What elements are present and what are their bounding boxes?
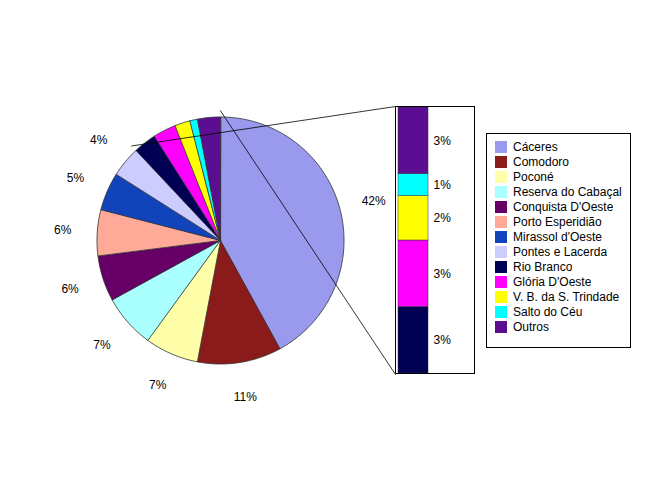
html-text:Rio Branco: Rio Branco (513, 259, 573, 274)
svg-text:6%: 6% (54, 223, 72, 237)
html-text:Cáceres: Cáceres (513, 139, 558, 154)
svg-text:3%: 3% (434, 267, 452, 281)
svg-text:11%: 11% (234, 390, 257, 404)
svg-text:7%: 7% (149, 378, 167, 392)
html-text:Pontes e Lacerda: Pontes e Lacerda (513, 244, 608, 259)
svg-text:3%: 3% (434, 134, 452, 148)
html-text:Reserva do Cabaçal: Reserva do Cabaçal (513, 184, 622, 199)
html-text:Porto Esperidião: Porto Esperidião (513, 214, 602, 229)
svg-text:42%: 42% (362, 194, 386, 208)
html-text:Conquista D'Oeste: Conquista D'Oeste (513, 199, 614, 214)
html-text:Mirassol d'Oeste: Mirassol d'Oeste (513, 229, 602, 244)
html-text:V. B. da S. Trindade: V. B. da S. Trindade (513, 289, 620, 304)
svg-text:5%: 5% (67, 171, 85, 185)
svg-text:2%: 2% (434, 211, 452, 225)
html-text:Outros: Outros (513, 319, 549, 334)
svg-text:6%: 6% (61, 282, 79, 296)
html-text:Salto do Céu: Salto do Céu (513, 304, 583, 319)
html-text:Glória D'Oeste: Glória D'Oeste (513, 274, 592, 289)
svg-text:1%: 1% (434, 178, 452, 192)
svg-text:3%: 3% (434, 333, 452, 347)
svg-text:7%: 7% (93, 338, 111, 352)
html-text:Poconé: Poconé (513, 169, 554, 184)
html-text:Comodoro: Comodoro (513, 154, 569, 169)
svg-text:4%: 4% (90, 133, 108, 147)
